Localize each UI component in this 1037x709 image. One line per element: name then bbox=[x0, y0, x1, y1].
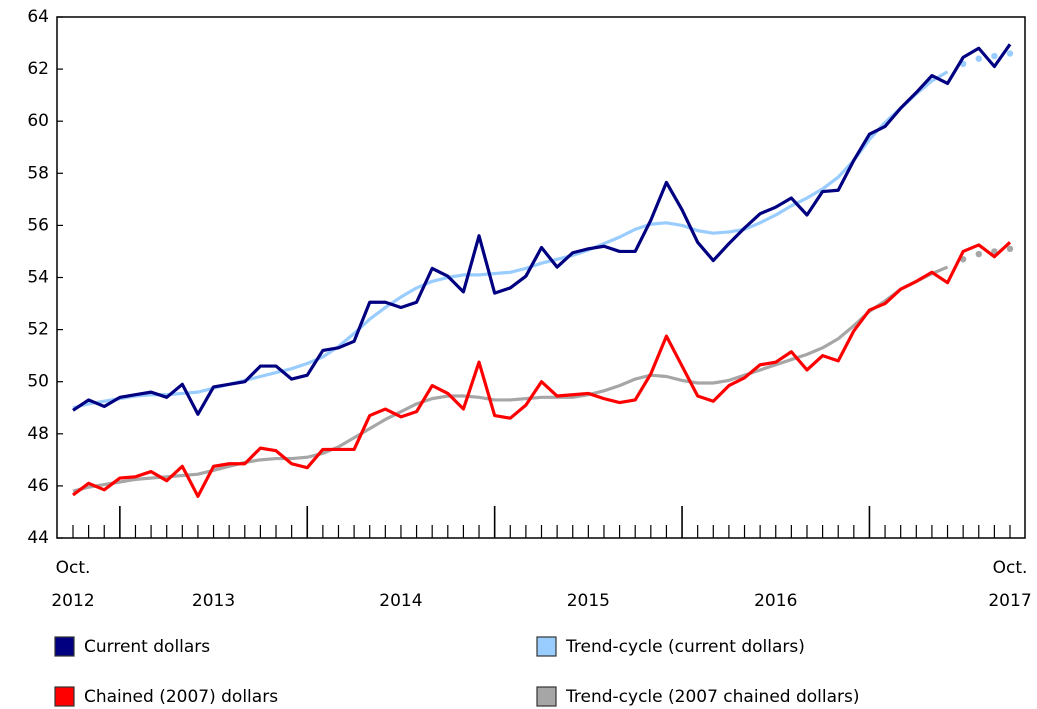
series-dot bbox=[1006, 50, 1014, 57]
y-tick-label: 44 bbox=[27, 528, 49, 548]
plot-frame bbox=[56, 16, 1026, 539]
legend-swatch bbox=[54, 636, 75, 657]
legend-label: Trend-cycle (current dollars) bbox=[565, 637, 805, 657]
legend-label: Trend-cycle (2007 chained dollars) bbox=[565, 687, 860, 707]
series-dot bbox=[991, 52, 998, 60]
y-tick-label: 56 bbox=[27, 215, 49, 235]
y-tick-label: 48 bbox=[27, 424, 49, 444]
series-dot bbox=[1006, 245, 1014, 253]
x-tick-label: 2013 bbox=[191, 591, 236, 611]
series-line bbox=[72, 265, 949, 493]
series-line bbox=[72, 70, 949, 410]
y-tick-label: 62 bbox=[27, 59, 49, 79]
legend-swatch bbox=[536, 686, 557, 707]
series-line bbox=[72, 241, 1012, 498]
x-tick-label: 2014 bbox=[379, 591, 423, 611]
y-tick-label: 52 bbox=[27, 320, 49, 340]
legend-label: Current dollars bbox=[84, 637, 210, 657]
y-tick-label: 46 bbox=[27, 476, 49, 496]
x-tick-label: Oct. 2012 bbox=[51, 558, 95, 611]
x-tick-label: 2015 bbox=[566, 591, 610, 611]
legend-swatch bbox=[536, 636, 557, 657]
x-tick-label: 2016 bbox=[754, 591, 798, 611]
y-tick-label: 58 bbox=[27, 163, 49, 183]
y-tick-label: 60 bbox=[27, 111, 49, 131]
x-tick-label: Oct. 2017 bbox=[988, 558, 1032, 611]
series-dot bbox=[975, 250, 982, 258]
legend-swatch bbox=[54, 686, 75, 707]
y-tick-label: 50 bbox=[27, 372, 49, 392]
legend-label: Chained (2007) dollars bbox=[84, 687, 278, 707]
series-dot bbox=[975, 55, 982, 62]
y-tick-label: 64 bbox=[27, 7, 49, 27]
series-line bbox=[72, 43, 1012, 416]
y-tick-label: 54 bbox=[27, 268, 49, 288]
